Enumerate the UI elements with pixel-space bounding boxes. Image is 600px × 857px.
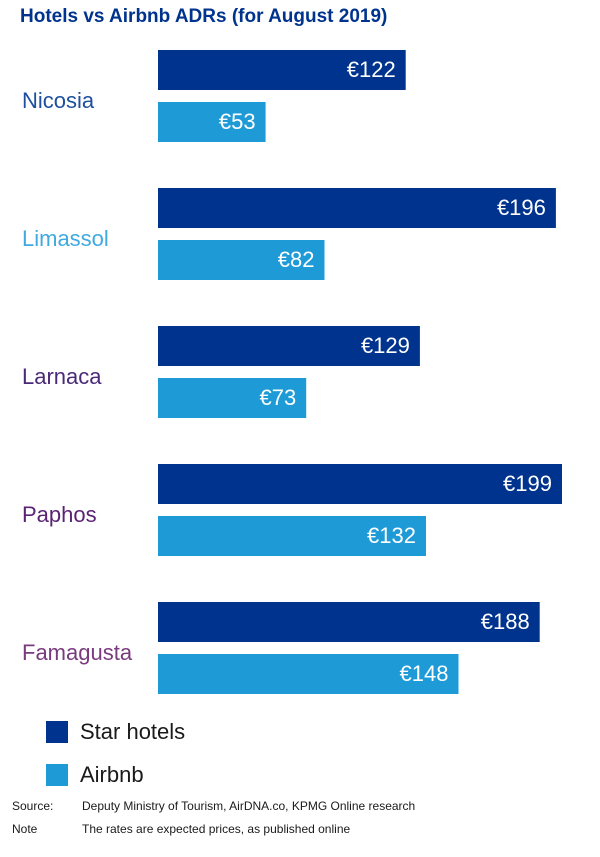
source-line: Source: Deputy Ministry of Tourism, AirD… [12, 799, 415, 813]
bar-limassol-airbnb [158, 240, 325, 280]
legend-label-star-hotels: Star hotels [80, 719, 186, 744]
data-label-nicosia-star-hotels: €122 [347, 57, 396, 82]
legend-swatch-star-hotels [46, 721, 68, 743]
bar-nicosia-airbnb [158, 102, 266, 142]
category-label-paphos: Paphos [22, 502, 97, 527]
category-label-nicosia: Nicosia [22, 88, 95, 113]
legend-label-airbnb: Airbnb [80, 762, 144, 787]
source-label: Source: [12, 799, 54, 813]
data-label-paphos-star-hotels: €199 [503, 471, 552, 496]
bar-larnaca-star-hotels [158, 326, 420, 366]
bar-paphos-star-hotels [158, 464, 562, 504]
legend-swatch-airbnb [46, 764, 68, 786]
data-label-famagusta-star-hotels: €188 [481, 609, 530, 634]
chart-title: Hotels vs Airbnb ADRs (for August 2019) [20, 6, 388, 27]
category-label-famagusta: Famagusta [22, 640, 133, 665]
bar-paphos-airbnb [158, 516, 426, 556]
bar-chart: Nicosia €122 €53 Limassol €196 €82 Larnaca €129… [22, 50, 562, 694]
data-label-larnaca-airbnb: €73 [259, 385, 296, 410]
bar-nicosia-star-hotels [158, 50, 406, 90]
bar-famagusta-star-hotels [158, 602, 540, 642]
note-label: Note [12, 822, 38, 836]
data-label-nicosia-airbnb: €53 [219, 109, 256, 134]
bar-limassol-star-hotels [158, 188, 556, 228]
data-label-paphos-airbnb: €132 [367, 523, 416, 548]
data-label-larnaca-star-hotels: €129 [361, 333, 410, 358]
source-text: Deputy Ministry of Tourism, AirDNA.co, K… [82, 799, 416, 813]
legend-item-star-hotels: Star hotels [46, 719, 185, 745]
bar-larnaca-airbnb [158, 378, 307, 418]
note-line: Note The rates are expected prices, as p… [12, 822, 350, 836]
data-label-limassol-star-hotels: €196 [497, 195, 546, 220]
bar-famagusta-airbnb [158, 654, 459, 694]
category-label-limassol: Limassol [22, 226, 109, 251]
data-label-famagusta-airbnb: €148 [400, 661, 449, 686]
note-text: The rates are expected prices, as publis… [82, 822, 351, 836]
data-label-limassol-airbnb: €82 [278, 247, 315, 272]
legend-item-airbnb: Airbnb [46, 762, 144, 788]
category-label-larnaca: Larnaca [22, 364, 102, 389]
